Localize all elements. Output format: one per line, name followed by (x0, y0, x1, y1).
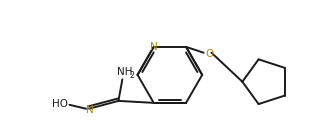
Text: O: O (205, 49, 214, 59)
Text: 2: 2 (129, 71, 135, 80)
Text: N: N (86, 105, 94, 115)
Text: N: N (150, 42, 158, 52)
Text: NH: NH (116, 67, 132, 78)
Text: HO: HO (52, 99, 68, 109)
